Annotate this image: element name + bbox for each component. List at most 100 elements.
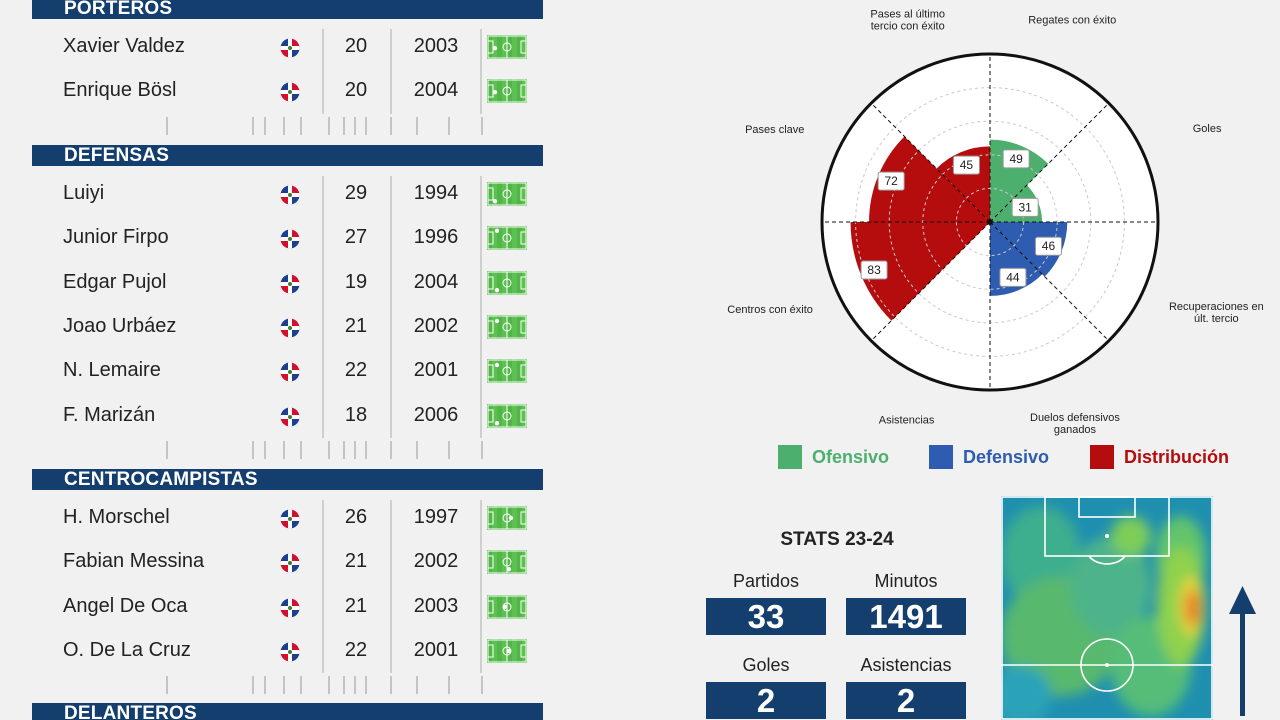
radar-wedge [990, 222, 1068, 277]
player-age: 20 [344, 79, 368, 102]
stat-label-goles: Goles [742, 655, 790, 675]
player-position-map [487, 79, 527, 104]
tick-mark [328, 440, 330, 459]
tick-mark [328, 116, 330, 135]
player-birth-year: 2004 [413, 270, 459, 293]
player-row[interactable]: F. Marizán 18 2006 [32, 394, 543, 438]
player-position-map [487, 182, 527, 206]
legend-item: Defensivo [929, 444, 1049, 470]
dominican-flag-icon [280, 185, 300, 205]
player-birth-year: 2001 [413, 638, 459, 661]
player-row[interactable]: Luiyi 29 1994 [32, 172, 543, 216]
tick-mark [166, 440, 168, 459]
player-row[interactable]: Joao Urbáez 21 2002 [32, 305, 543, 349]
radar-value-label: 46 [1042, 239, 1056, 253]
tick-mark [354, 116, 356, 135]
radar-value-box [952, 155, 980, 175]
player-name: Enrique Bösl [63, 79, 177, 102]
player-name: Luiyi [63, 182, 105, 204]
stat-value-minutos: 1491 [846, 598, 966, 635]
radar-axis-label: Goles [1193, 123, 1222, 135]
heatmap-pitch [1001, 496, 1213, 720]
player-row[interactable]: Fabian Messina 21 2002 [32, 540, 543, 584]
tick-mark [481, 440, 483, 459]
player-name: Edgar Pujol [63, 270, 167, 293]
player-birth-year: 2006 [413, 403, 459, 426]
tick-mark [354, 676, 356, 695]
tick-mark [328, 676, 330, 695]
radar-axis-line [870, 102, 991, 223]
column-divider [322, 500, 324, 674]
tick-mark [264, 116, 266, 135]
section-header: DELANTEROS [32, 703, 543, 720]
radar-value-box [877, 171, 905, 191]
tick-mark [365, 116, 367, 135]
position-pitch-icon [487, 182, 527, 206]
player-row[interactable]: Enrique Bösl 20 2004 [32, 69, 543, 113]
nationality-flag [280, 229, 300, 249]
player-position-map [487, 403, 527, 428]
tick-mark [283, 676, 285, 695]
radar-outline [820, 52, 1160, 392]
player-row[interactable]: Junior Firpo 27 1996 [32, 216, 543, 260]
stat-label-asistencias: Asistencias [860, 655, 952, 675]
tick-mark [448, 440, 450, 459]
radar-axis-line [989, 221, 1110, 342]
player-position-map [487, 359, 527, 384]
player-name: H. Morschel [63, 506, 170, 528]
player-birth-year: 2002 [413, 550, 459, 573]
tick-mark [416, 116, 418, 135]
player-name: Angel De Oca [63, 594, 188, 617]
legend-label: Ofensivo [812, 446, 890, 467]
stat-value-goles: 2 [706, 682, 826, 719]
tick-mark [365, 676, 367, 695]
position-pitch-icon [487, 226, 527, 251]
radar-value-box [1011, 197, 1039, 217]
radar-value-box [860, 260, 888, 280]
player-birth-year: 1994 [413, 182, 459, 204]
tick-mark [448, 676, 450, 695]
tick-mark [252, 676, 254, 695]
tick-mark [416, 676, 418, 695]
player-age: 20 [344, 35, 368, 57]
player-age: 19 [344, 270, 368, 293]
legend-swatch [1090, 445, 1114, 469]
dominican-flag-icon [280, 229, 300, 249]
player-row[interactable]: N. Lemaire 22 2001 [32, 349, 543, 393]
dominican-flag-icon [280, 407, 300, 426]
player-row[interactable]: O. De La Cruz 22 2001 [32, 629, 543, 673]
legend-swatch [778, 445, 802, 469]
nationality-flag [280, 38, 300, 58]
column-divider [322, 176, 324, 438]
radar-axis-label: Asistencias [879, 414, 935, 426]
player-row[interactable]: Angel De Oca 21 2003 [32, 585, 543, 629]
tick-mark [264, 440, 266, 459]
nationality-flag [280, 598, 300, 618]
player-row[interactable]: H. Morschel 26 1997 [32, 496, 543, 540]
player-name: Fabian Messina [63, 550, 205, 573]
player-age: 22 [344, 359, 368, 382]
tick-mark [390, 676, 392, 695]
radar-axis-label: Duelos defensivos ganados [1030, 412, 1120, 436]
player-age: 21 [344, 550, 368, 573]
player-name: F. Marizán [63, 403, 156, 426]
radar-wedge [869, 136, 990, 222]
position-pitch-icon [487, 550, 527, 575]
dominican-flag-icon [280, 642, 300, 662]
radar-value-box [1034, 236, 1062, 256]
player-birth-year: 1997 [413, 506, 459, 528]
dominican-flag-icon [280, 553, 300, 573]
tick-mark [166, 676, 168, 695]
player-row[interactable]: Xavier Valdez 20 2003 [32, 25, 543, 69]
player-position-map [487, 550, 527, 575]
player-age: 26 [344, 506, 368, 528]
nationality-flag [280, 553, 300, 573]
player-position-map [487, 226, 527, 251]
player-age: 22 [344, 638, 368, 661]
column-divider [322, 29, 324, 114]
radar-center [987, 219, 993, 225]
radar-axis-label: Recuperaciones en últ. tercio [1169, 301, 1264, 325]
legend-label: Distribución [1124, 446, 1230, 467]
dominican-flag-icon [280, 362, 300, 382]
player-row[interactable]: Edgar Pujol 19 2004 [32, 261, 543, 305]
